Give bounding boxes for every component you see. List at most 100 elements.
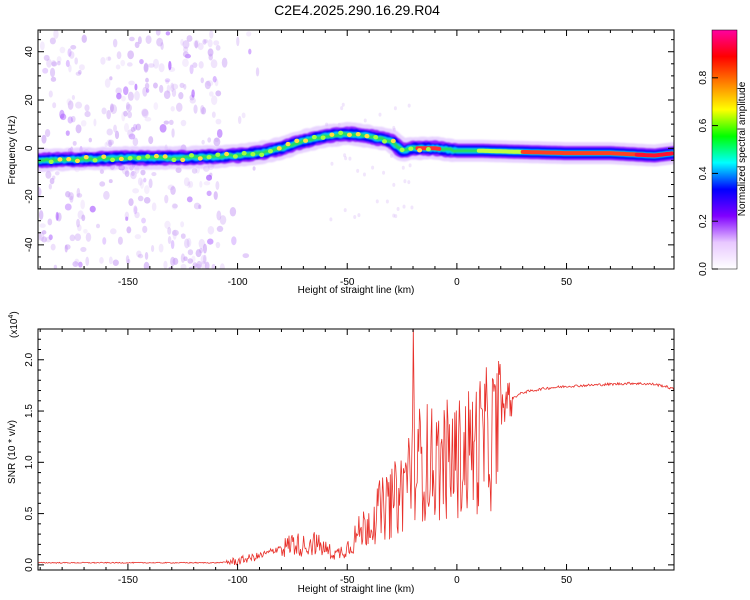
spectrogram-noise-speck [59, 109, 65, 120]
spectrogram-noise-speck [192, 62, 198, 68]
snr-y-axis: 0.0 0.5 1.0 1.5 2.0 [24, 338, 674, 572]
spectrogram-noise-speck [212, 76, 217, 83]
spectrogram-noise-speck [341, 102, 345, 107]
spectrogram-noise-speck [143, 63, 149, 73]
spectrogram-noise-speck [219, 215, 227, 225]
spectrogram-noise-speck [168, 119, 174, 125]
spectrogram-noise-speck [242, 253, 250, 259]
snr-y-tick-label: 0.0 [24, 557, 35, 571]
spectrogram-noise-speck [207, 225, 215, 235]
spectrogram-ridge-blob [110, 157, 116, 163]
spectrogram-noise-speck [219, 263, 225, 269]
spectrogram-noise-speck [150, 244, 155, 252]
spectrogram-noise-speck [143, 261, 150, 269]
spectrogram-noise-speck [107, 139, 112, 148]
spectrogram-noise-speck [41, 134, 47, 144]
spectrogram-noise-speck [108, 139, 115, 146]
spectrogram-noise-speck [74, 233, 82, 242]
snr-line-layer [38, 329, 674, 566]
spectrogram-x-tick-label: -100 [228, 277, 248, 288]
spectrogram-noise-speck [48, 183, 52, 190]
spectrogram-noise-speck [165, 31, 171, 36]
colorbar-gradient [711, 29, 738, 270]
spectrogram-noise-speck [172, 229, 177, 240]
spectrogram-noise-speck [128, 198, 134, 206]
snr-y-tick-label: 1.5 [24, 404, 35, 418]
spectrogram-noise-speck [147, 63, 155, 68]
spectrogram-ridge-blob [382, 139, 388, 144]
spectrogram-noise-speck [52, 175, 56, 180]
spectrogram-noise-speck [163, 90, 171, 100]
spectrogram-y-tick-label: 0 [24, 145, 35, 151]
spectrogram-noise-speck [120, 59, 126, 67]
spectrogram-noise-speck [129, 36, 135, 42]
spectrogram-noise-speck [107, 56, 111, 61]
spectrogram-noise-speck [158, 243, 164, 253]
spectrogram-noise-speck [38, 231, 45, 242]
spectrogram-noise-speck [60, 113, 67, 121]
spectrogram-noise-speck [127, 91, 134, 101]
spectrogram-ridge-blob [180, 157, 186, 163]
spectrogram-noise-speck [194, 263, 201, 269]
spectrogram-noise-speck [194, 40, 199, 49]
snr-x-tick-label: -150 [118, 575, 138, 586]
spectrogram-noise-speck [142, 225, 148, 234]
spectrogram-noise-speck [231, 236, 237, 246]
spectrogram-noise-speck [109, 228, 117, 235]
spectrogram-noise-speck [216, 128, 223, 138]
spectrogram-noise-speck [203, 181, 211, 186]
spectrogram-noise-speck [76, 187, 81, 198]
spectrogram-noise-speck [180, 38, 184, 46]
spectrogram-noise-speck [95, 223, 101, 229]
spectrogram-noise-speck [246, 31, 252, 37]
spectrogram-x-tick-label: 0 [454, 277, 460, 288]
spectrogram-noise-speck [392, 182, 396, 187]
spectrogram-noise-speck [209, 30, 214, 39]
spectrogram-ridge-blob [329, 132, 335, 137]
spectrogram-noise-speck [78, 261, 83, 268]
spectrogram-noise-speck [72, 140, 77, 146]
spectrogram-noise-speck [45, 236, 52, 243]
spectrogram-noise-speck [215, 241, 221, 249]
spectrogram-noise-speck [221, 57, 228, 68]
spectrogram-noise-speck [99, 257, 104, 264]
spectrogram-ridge-blob [373, 135, 379, 140]
spectrogram-noise-speck [139, 179, 144, 189]
spectrogram-noise-speck [130, 126, 136, 133]
spectrogram-noise-speck [207, 238, 214, 245]
spectrogram-noise-speck [195, 249, 202, 258]
spectrogram-noise-speck [137, 195, 144, 202]
spectrogram-noise-speck [201, 106, 207, 115]
spectrogram-noise-speck [142, 86, 148, 97]
spectrogram-noise-speck [163, 120, 170, 125]
colorbar-tick-label: 0.0 [698, 262, 709, 276]
spectrogram-noise-speck [159, 123, 167, 133]
spectrogram-noise-speck [38, 186, 42, 197]
spectrogram-ridge-blob [276, 146, 282, 151]
spectrogram-noise-speck [385, 199, 389, 204]
spectrogram-noise-speck [104, 78, 111, 88]
spectrogram-noise-speck [186, 35, 193, 42]
spectrogram-noise-speck [344, 156, 348, 161]
spectrogram-noise-speck [186, 196, 193, 203]
spectrogram-noise-speck [201, 139, 205, 145]
spectrogram-noise-speck [215, 181, 220, 190]
spectrogram-noise-speck [126, 103, 132, 112]
spectrogram-noise-speck [392, 213, 396, 218]
spectrogram-noise-speck [199, 180, 203, 188]
spectrogram-noise-speck [109, 103, 114, 113]
spectrogram-noise-speck [117, 236, 123, 245]
spectrogram-noise-speck [93, 118, 97, 127]
spectrogram-noise-speck [153, 82, 158, 89]
spectrogram-noise-speck [64, 244, 68, 253]
spectrogram-ridge-blob [232, 154, 238, 159]
spectrogram-noise-speck [49, 67, 56, 78]
spectrogram-noise-speck [146, 88, 150, 93]
spectrogram-noise-speck [202, 39, 207, 45]
spectrogram-noise-speck [191, 168, 198, 174]
spectrogram-noise-speck [39, 223, 46, 228]
spectrogram-noise-speck [54, 171, 60, 176]
spectrogram-ridge-core [476, 148, 525, 154]
spectrogram-noise-speck [45, 170, 52, 179]
spectrogram-ridge-core [634, 151, 674, 158]
